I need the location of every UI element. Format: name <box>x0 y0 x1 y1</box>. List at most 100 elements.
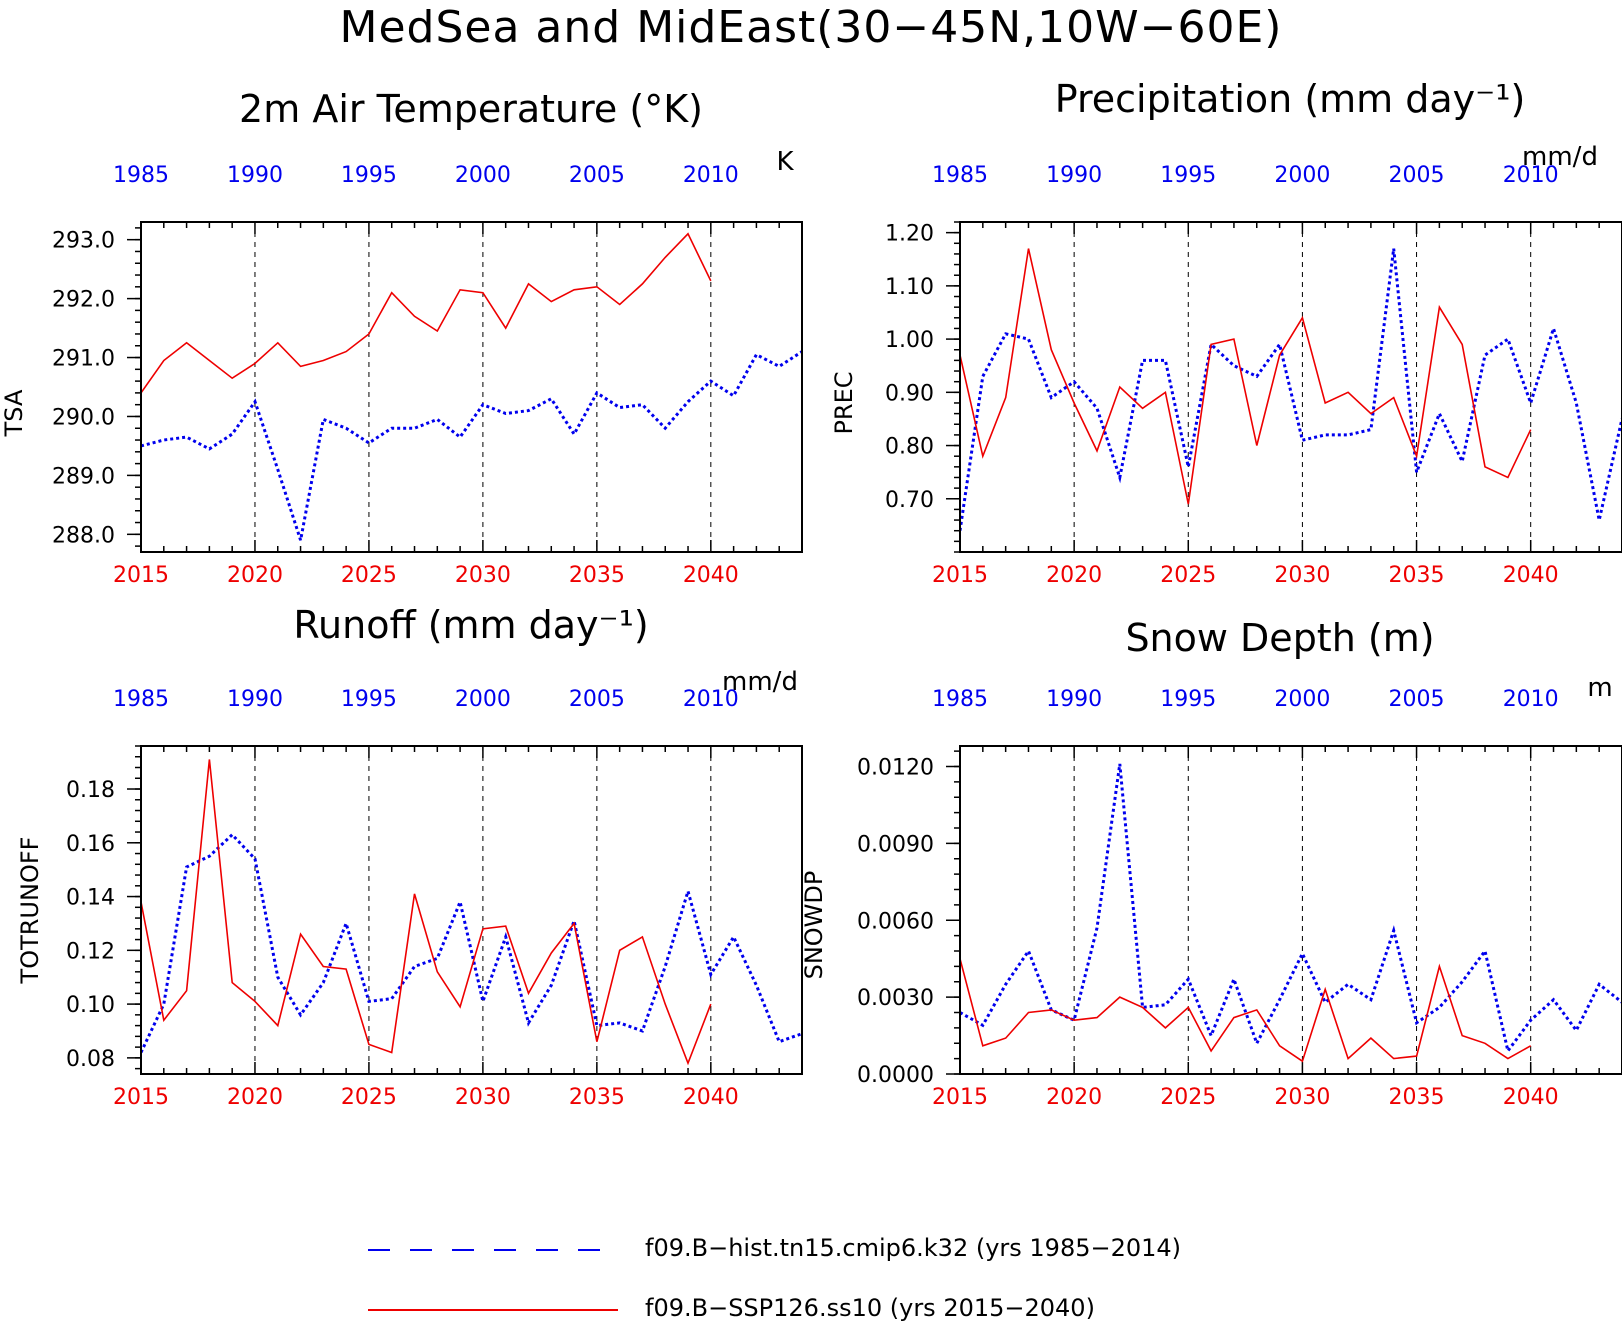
x-tick-label-bottom: 2035 <box>1389 1085 1445 1110</box>
y-tick-label: 0.16 <box>66 832 115 857</box>
x-tick-label-top: 1995 <box>341 163 397 188</box>
unit-label: K <box>776 147 794 177</box>
series-line-hist <box>141 832 802 1054</box>
y-tick-label: 0.0000 <box>857 1063 934 1088</box>
x-tick-label-bottom: 2025 <box>1160 1085 1216 1110</box>
series-line-ssp <box>141 759 712 1066</box>
y-tick-label: 291.0 <box>52 347 115 372</box>
x-tick-label-bottom: 2040 <box>1503 1085 1559 1110</box>
y-tick-label: 0.0030 <box>857 986 934 1011</box>
plot-frame <box>140 745 803 1075</box>
legend-label-ssp: f09.B−SSP126.ss10 (yrs 2015−2040) <box>645 1294 1095 1322</box>
x-tick-label-bottom: 2040 <box>683 563 739 588</box>
x-tick-label-top: 2000 <box>455 687 511 712</box>
y-axis-label: SNOWDP <box>800 871 828 980</box>
x-tick-label-top: 1990 <box>227 163 283 188</box>
y-tick-label: 288.0 <box>52 523 115 548</box>
y-tick-label: 0.10 <box>66 993 115 1018</box>
y-axis-label: TOTRUNOFF <box>16 837 44 985</box>
x-tick-label-bottom: 2025 <box>341 1085 397 1110</box>
y-tick-label: 0.18 <box>66 778 115 803</box>
x-tick-label-top: 2005 <box>1389 687 1445 712</box>
series-line-ssp <box>141 232 712 394</box>
panel-tsa: 2m Air Temperature (°K) K TSA 2015 2020 2025 2… <box>0 87 803 588</box>
x-tick-label-bottom: 2020 <box>1046 563 1102 588</box>
x-tick-label-top: 1995 <box>1160 163 1216 188</box>
x-tick-label-top: 2010 <box>1503 687 1559 712</box>
y-tick-label: 0.80 <box>885 435 934 460</box>
x-tick-label-top: 2005 <box>569 163 625 188</box>
main-title: MedSea and MidEast(30−45N,10W−60E) <box>339 2 1283 53</box>
y-tick-label: 0.70 <box>885 488 934 513</box>
x-tick-label-top: 1990 <box>227 687 283 712</box>
y-tick-label: 0.0090 <box>857 832 934 857</box>
x-tick-label-bottom: 2040 <box>683 1085 739 1110</box>
x-tick-label-top: 1985 <box>932 687 988 712</box>
x-tick-label-bottom: 2020 <box>227 563 283 588</box>
x-tick-label-top: 1995 <box>341 687 397 712</box>
unit-label: mm/d <box>722 667 798 697</box>
y-tick-label: 0.12 <box>66 939 115 964</box>
plot-frame <box>959 221 1622 553</box>
panel-prec: Precipitation (mm day⁻¹) mm/d PREC 2015 2020… <box>830 77 1622 588</box>
panel-title: 2m Air Temperature (°K) <box>239 87 703 131</box>
x-tick-label-bottom: 2040 <box>1503 563 1559 588</box>
y-axis-label: TSA <box>0 389 28 437</box>
plot-frame <box>140 221 803 553</box>
legend-label-hist: f09.B−hist.tn15.cmip6.k32 (yrs 1985−2014… <box>645 1234 1182 1262</box>
x-tick-label-bottom: 2025 <box>341 563 397 588</box>
x-tick-label-bottom: 2020 <box>227 1085 283 1110</box>
series-line-ssp <box>960 248 1532 505</box>
y-tick-label: 0.14 <box>66 886 115 911</box>
y-tick-label: 0.08 <box>66 1047 115 1072</box>
x-tick-label-bottom: 2025 <box>1160 563 1216 588</box>
x-tick-label-bottom: 2035 <box>569 1085 625 1110</box>
x-tick-label-top: 2010 <box>1503 163 1559 188</box>
x-tick-label-top: 2000 <box>455 163 511 188</box>
series-line-ssp <box>960 958 1532 1063</box>
y-tick-label: 292.0 <box>52 288 115 313</box>
y-tick-label: 1.10 <box>885 275 934 300</box>
x-tick-label-top: 2010 <box>683 163 739 188</box>
x-tick-label-top: 2005 <box>1389 163 1445 188</box>
x-tick-label-bottom: 2020 <box>1046 1085 1102 1110</box>
x-tick-label-top: 2010 <box>683 687 739 712</box>
x-tick-label-top: 1985 <box>113 163 169 188</box>
x-tick-label-bottom: 2015 <box>932 1085 988 1110</box>
x-tick-label-top: 2000 <box>1274 687 1330 712</box>
y-tick-label: 293.0 <box>52 229 115 254</box>
x-tick-label-bottom: 2030 <box>455 563 511 588</box>
y-tick-label: 0.0060 <box>857 909 934 934</box>
y-tick-label: 0.0120 <box>857 756 934 781</box>
y-tick-label: 290.0 <box>52 405 115 430</box>
x-tick-label-bottom: 2030 <box>1274 1085 1330 1110</box>
panel-title: Snow Depth (m) <box>1125 616 1434 660</box>
panel-totrunoff: Runoff (mm day⁻¹) mm/d TOTRUNOFF 2015 2020 20… <box>16 603 803 1110</box>
panel-title: Runoff (mm day⁻¹) <box>293 603 648 647</box>
x-tick-label-top: 1990 <box>1046 163 1102 188</box>
panel-snowdp: Snow Depth (m) m SNOWDP 2015 2020 2025 2030 203… <box>800 616 1622 1110</box>
y-tick-label: 1.00 <box>885 328 934 353</box>
x-tick-label-bottom: 2035 <box>1389 563 1445 588</box>
unit-label: m <box>1587 673 1612 703</box>
x-tick-label-bottom: 2015 <box>113 1085 169 1110</box>
plot-frame <box>959 745 1622 1075</box>
x-tick-label-top: 1985 <box>113 687 169 712</box>
x-tick-label-bottom: 2015 <box>932 563 988 588</box>
y-axis-label: PREC <box>830 371 858 434</box>
series-line-hist <box>960 248 1622 531</box>
y-tick-label: 289.0 <box>52 464 115 489</box>
unit-label: mm/d <box>1522 142 1598 172</box>
panel-title: Precipitation (mm day⁻¹) <box>1055 77 1526 121</box>
x-tick-label-bottom: 2030 <box>455 1085 511 1110</box>
x-tick-label-top: 2000 <box>1274 163 1330 188</box>
x-tick-label-bottom: 2030 <box>1274 563 1330 588</box>
series-line-hist <box>960 763 1622 1055</box>
x-tick-label-top: 1995 <box>1160 687 1216 712</box>
x-tick-label-top: 1985 <box>932 163 988 188</box>
x-tick-label-bottom: 2015 <box>113 563 169 588</box>
y-tick-label: 0.90 <box>885 381 934 406</box>
legend-lines <box>368 1249 618 1311</box>
series-line-hist <box>141 350 802 541</box>
